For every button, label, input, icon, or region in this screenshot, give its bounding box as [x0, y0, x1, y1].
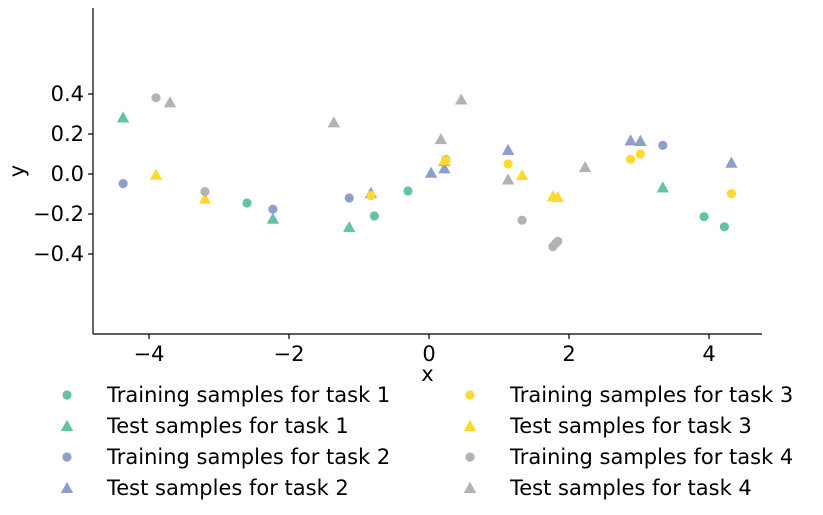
y-tick-label: −0.4 — [33, 242, 84, 266]
data-point — [198, 192, 212, 204]
data-point — [151, 93, 161, 103]
legend-item: Test samples for task 1 — [60, 414, 349, 438]
data-point — [163, 96, 177, 108]
data-point — [343, 221, 356, 233]
series-8 — [163, 93, 592, 185]
legend-item: Test samples for task 2 — [60, 476, 349, 500]
data-point — [369, 211, 379, 221]
series-3 — [118, 140, 668, 214]
legend-label: Training samples for task 4 — [509, 445, 793, 469]
y-tick-label: 0.2 — [51, 122, 84, 146]
legend-marker — [463, 481, 477, 493]
data-point — [266, 212, 280, 224]
x-tick-label: 4 — [702, 342, 715, 366]
legend-marker — [62, 390, 72, 400]
data-point — [578, 161, 592, 173]
data-point — [268, 204, 278, 214]
data-point — [344, 193, 354, 203]
data-point — [634, 134, 647, 146]
x-ticks: −4 −2 0 2 4 — [134, 334, 716, 366]
x-tick-label: 2 — [562, 342, 575, 366]
series-4 — [364, 134, 738, 198]
legend-item: Training samples for task 2 — [62, 445, 390, 469]
data-point — [118, 179, 128, 189]
legend-item: Training samples for task 4 — [465, 445, 793, 469]
legend-label: Test samples for task 3 — [509, 414, 752, 438]
data-point — [551, 191, 564, 203]
series-5 — [366, 149, 737, 201]
legend-label: Training samples for task 3 — [509, 383, 793, 407]
legend-marker — [62, 452, 72, 462]
legend-label: Training samples for task 2 — [106, 445, 390, 469]
legend-item: Test samples for task 3 — [463, 414, 752, 438]
data-point — [438, 162, 451, 174]
y-ticks: −0.4 −0.2 0.0 0.2 0.4 — [33, 82, 93, 266]
legend-label: Test samples for task 4 — [509, 476, 752, 500]
legend-marker — [463, 419, 477, 431]
data-point — [624, 134, 637, 146]
legend-marker — [465, 452, 475, 462]
data-point — [327, 116, 340, 128]
y-tick-label: −0.2 — [33, 202, 84, 226]
data-point — [455, 93, 468, 105]
legend-label: Test samples for task 1 — [106, 414, 349, 438]
x-axis-title: x — [421, 362, 433, 386]
data-point — [515, 169, 529, 181]
x-tick-label: −2 — [274, 342, 305, 366]
legend-marker — [60, 419, 74, 431]
plot-area — [116, 93, 738, 252]
series-1 — [242, 155, 730, 232]
legend-label: Test samples for task 2 — [106, 476, 349, 500]
data-point — [719, 222, 730, 232]
data-point — [116, 111, 130, 123]
series-6 — [149, 154, 564, 204]
data-point — [503, 159, 513, 169]
data-point — [553, 236, 563, 246]
legend-label: Training samples for task 1 — [106, 383, 390, 407]
y-axis-title: y — [5, 165, 29, 177]
legend: Training samples for task 1 Training samp… — [60, 383, 793, 500]
data-point — [699, 212, 709, 222]
axes — [92, 8, 762, 335]
x-tick-label: −4 — [134, 342, 165, 366]
data-point — [501, 173, 515, 185]
data-point — [434, 133, 448, 145]
data-point — [501, 143, 515, 155]
legend-marker — [60, 481, 74, 493]
legend-item: Training samples for task 1 — [62, 383, 390, 407]
x-tick-label: 0 — [422, 342, 435, 366]
y-tick-label: 0.0 — [51, 162, 84, 186]
legend-item: Training samples for task 3 — [465, 383, 793, 407]
y-tick-label: 0.4 — [51, 82, 84, 106]
data-point — [658, 140, 668, 150]
data-point — [635, 149, 646, 159]
data-point — [517, 215, 527, 225]
data-point — [725, 156, 738, 168]
data-point — [626, 154, 636, 164]
data-point — [656, 181, 669, 193]
data-point — [242, 198, 252, 208]
data-point — [438, 154, 451, 166]
data-point — [366, 191, 376, 201]
data-point — [403, 186, 413, 196]
data-point — [149, 168, 163, 180]
data-point — [726, 189, 737, 199]
legend-marker — [465, 390, 475, 400]
data-point — [200, 187, 210, 197]
series-7 — [151, 93, 563, 252]
legend-item: Test samples for task 4 — [463, 476, 752, 500]
data-point — [424, 166, 438, 178]
